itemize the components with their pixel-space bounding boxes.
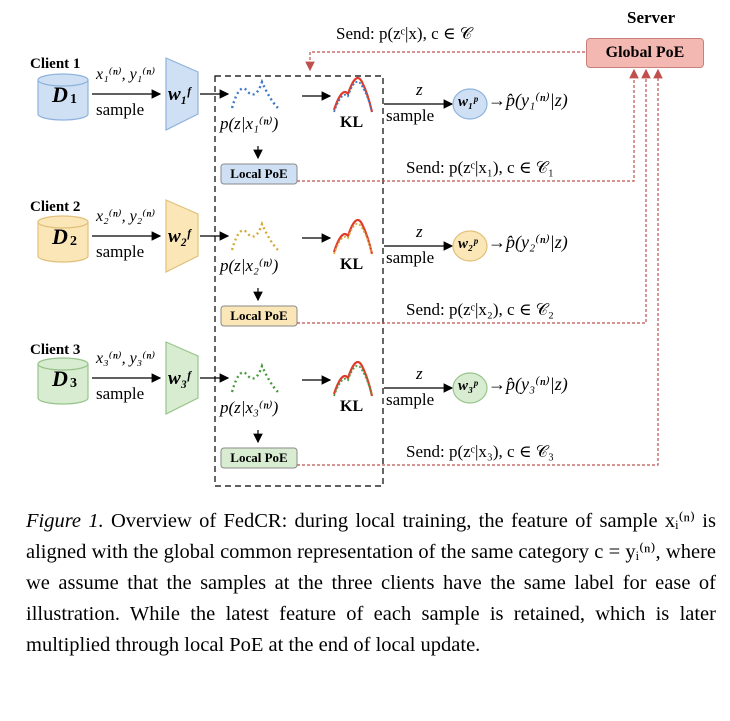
client-1-label: Client 1 (30, 56, 81, 72)
client-2-local-poe-box (220, 305, 298, 327)
local-model-dashed-box (214, 75, 384, 487)
client-1-predictor-label: w₁ᵖ (458, 94, 478, 110)
client-3-kl-label: KL (340, 398, 364, 415)
client-1-sample-label: sample (96, 100, 145, 119)
client-2-encoder-label: w₂ᶠ (168, 226, 191, 247)
client-3-db-subscript: 3 (70, 376, 77, 391)
client-3-encoder-label: w₃ᶠ (168, 368, 191, 389)
client-2-send-label: Send: p(zᶜ|x₂), c ∈ 𝒞₂ (406, 300, 554, 319)
client-2-kl-local-curve (333, 222, 373, 255)
client-1-z-label: z (416, 80, 423, 99)
figure-caption: Figure 1. Overview of FedCR: during loca… (26, 506, 716, 661)
client-2-encoder-shape (165, 199, 199, 273)
client-3-kl-local-curve (333, 364, 373, 397)
client-3-database-icon (37, 357, 89, 405)
client-2-feature-distribution (230, 220, 279, 251)
client-3-predictor-label: w₃ᵖ (458, 378, 478, 394)
client-3-feature-label: p(z|x₃⁽ⁿ⁾) (220, 398, 279, 417)
client-1-kl-global-curve (332, 76, 374, 113)
client-2-database-icon (37, 215, 89, 263)
client-3-kl-global-curve (332, 360, 374, 397)
caption-text: Overview of FedCR: during local training… (26, 510, 716, 656)
client-2-sample-label: sample (96, 242, 145, 261)
client-3-sample-label: sample (96, 384, 145, 403)
client-1-local-poe-box (220, 163, 298, 185)
client-3-sample2-label: sample (386, 390, 435, 409)
client-3-feature-distribution (230, 362, 279, 393)
client-2-kl-global-curve (332, 218, 374, 255)
client-1-kl-label: KL (340, 114, 364, 131)
client-1-send-label: Send: p(zᶜ|x₁), c ∈ 𝒞₁ (406, 158, 554, 177)
client-1-database-icon (37, 73, 89, 121)
caption-label: Figure 1. (26, 510, 104, 532)
client-1-feature-distribution (230, 78, 279, 109)
client-2-label: Client 2 (30, 199, 81, 215)
client-1-encoder-shape (165, 57, 199, 131)
client-2-db-label: D (52, 224, 68, 249)
client-3-local-poe-box (220, 447, 298, 469)
client-3-send-line (297, 68, 663, 466)
client-3-predictor-shape (452, 372, 488, 404)
client-1-predictor-shape (452, 88, 488, 120)
client-1-feature-label: p(z|x₁⁽ⁿ⁾) (220, 114, 279, 133)
client-1-sample2-label: sample (386, 106, 435, 125)
server-title: Server (627, 8, 676, 27)
client-2-sample2-label: sample (386, 248, 435, 267)
client-2-z-label: z (416, 222, 423, 241)
client-3-label: Client 3 (30, 342, 81, 358)
client-3-prediction-label: →p̂(y₃⁽ⁿ⁾|z) (488, 374, 568, 394)
client-1-db-label: D (52, 82, 68, 107)
client-3-z-label: z (416, 364, 423, 383)
client-2-predictor-label: w₂ᵖ (458, 236, 478, 252)
client-1-encoder-label: w₁ᶠ (168, 84, 191, 105)
global-send-label: Send: p(zᶜ|x), c ∈ 𝒞 (336, 24, 473, 43)
global-send-line (305, 51, 585, 72)
client-3-encoder-shape (165, 341, 199, 415)
client-1-local-poe-label: Local PoE (230, 166, 288, 181)
client-1-prediction-label: →p̂(y₁⁽ⁿ⁾|z) (488, 90, 568, 110)
global-poe-box: Global PoE (586, 38, 704, 68)
client-2-local-poe-label: Local PoE (230, 308, 288, 323)
client-3-send-label: Send: p(zᶜ|x₃), c ∈ 𝒞₃ (406, 442, 554, 461)
client-3-sample-variables: x₃⁽ⁿ⁾, y₃⁽ⁿ⁾ (96, 350, 156, 367)
client-1-kl-local-curve (333, 80, 373, 113)
client-2-db-subscript: 2 (70, 234, 77, 249)
client-2-predictor-shape (452, 230, 488, 262)
client-3-db-label: D (52, 366, 68, 391)
client-1-sample-variables: x₁⁽ⁿ⁾, y₁⁽ⁿ⁾ (96, 66, 156, 83)
client-3-local-poe-label: Local PoE (230, 450, 288, 465)
client-2-feature-label: p(z|x₂⁽ⁿ⁾) (220, 256, 279, 275)
client-2-send-line (297, 68, 651, 324)
client-2-prediction-label: →p̂(y₂⁽ⁿ⁾|z) (488, 232, 568, 252)
client-2-sample-variables: x₂⁽ⁿ⁾, y₂⁽ⁿ⁾ (96, 208, 156, 225)
client-1-send-line (297, 68, 639, 182)
client-1-db-subscript: 1 (70, 92, 77, 107)
client-2-kl-label: KL (340, 256, 364, 273)
diagram-canvas (37, 51, 663, 487)
